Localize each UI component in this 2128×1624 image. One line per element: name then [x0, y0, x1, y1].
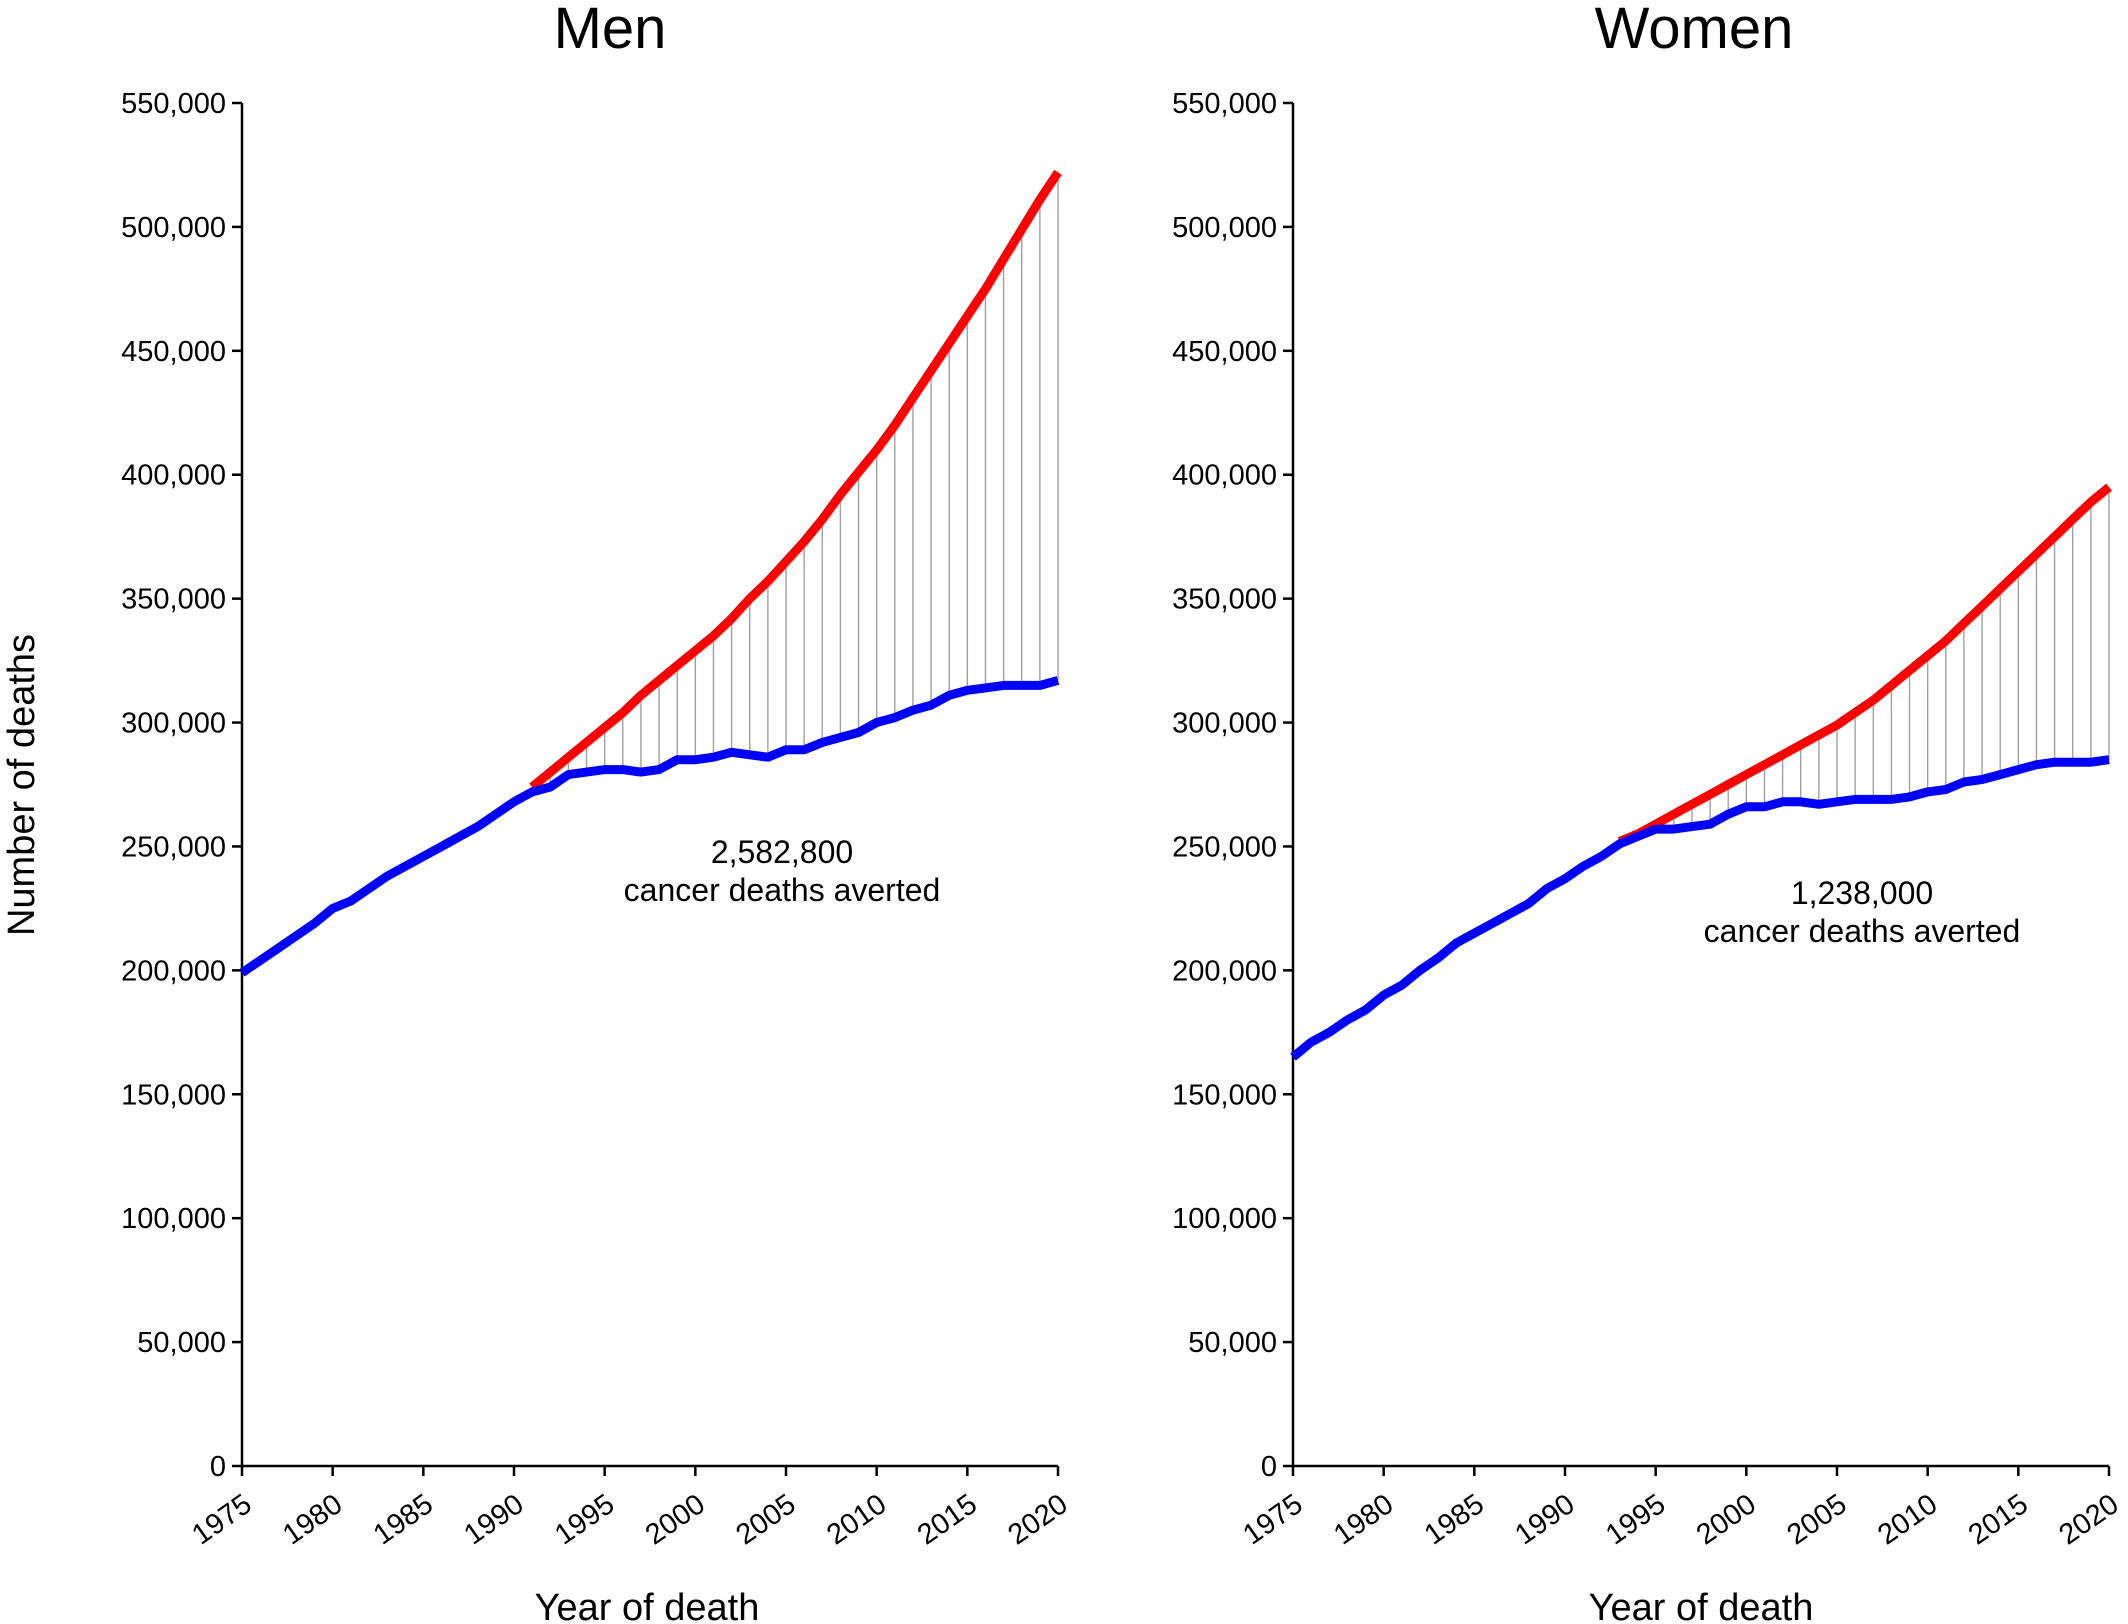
x-tick-label-women: 2010 — [1872, 1488, 1943, 1551]
y-tick-label-women: 450,000 — [1172, 336, 1277, 368]
x-tick-label-men: 1980 — [277, 1488, 348, 1551]
x-tick-label-men: 1985 — [368, 1488, 439, 1551]
y-axis-title: Number of deaths — [1, 634, 43, 936]
y-tick-label-men: 150,000 — [121, 1079, 226, 1111]
x-tick-label-women: 2020 — [2053, 1488, 2124, 1551]
y-tick-label-women: 350,000 — [1172, 584, 1277, 616]
y-tick-label-men: 200,000 — [121, 955, 226, 987]
y-tick-label-women: 400,000 — [1172, 460, 1277, 492]
annotation-line-women: 1,238,000 — [1791, 875, 1933, 911]
x-tick-label-women: 2005 — [1781, 1488, 1852, 1551]
y-tick-label-men: 550,000 — [121, 88, 226, 120]
observed-deaths-line-men — [239, 676, 1060, 977]
x-tick-label-men: 2015 — [912, 1488, 983, 1551]
x-tick-label-women: 2015 — [1963, 1488, 2034, 1551]
x-tick-label-women: 1995 — [1600, 1488, 1671, 1551]
y-tick-label-women: 100,000 — [1172, 1203, 1277, 1235]
y-tick-label-men: 0 — [210, 1451, 226, 1483]
y-tick-label-men: 50,000 — [137, 1327, 226, 1359]
y-tick-label-women: 500,000 — [1172, 212, 1277, 244]
y-tick-label-men: 350,000 — [121, 584, 226, 616]
panel-men: Men 0 50,000 100,000 150,000 200,000 250,000 30… — [121, 0, 1073, 1624]
annotation-line-women: cancer deaths averted — [1704, 913, 2021, 949]
x-tick-label-men: 1975 — [186, 1488, 257, 1551]
y-tick-label-men: 100,000 — [121, 1203, 226, 1235]
x-axis-title-men: Year of death — [535, 1587, 760, 1624]
y-tick-label-men: 400,000 — [121, 460, 226, 492]
x-tick-label-men: 1995 — [549, 1488, 620, 1551]
y-tick-label-men: 300,000 — [121, 708, 226, 740]
x-axis-title-women: Year of death — [1589, 1587, 1814, 1624]
y-tick-label-women: 0 — [1261, 1451, 1277, 1483]
y-tick-label-men: 450,000 — [121, 336, 226, 368]
x-tick-label-men: 1990 — [458, 1488, 529, 1551]
y-tick-label-men: 250,000 — [121, 831, 226, 863]
annotation-line-men: cancer deaths averted — [624, 872, 941, 908]
x-tick-label-men: 2005 — [730, 1488, 801, 1551]
observed-deaths-line-women — [1290, 755, 2110, 1061]
y-tick-label-men: 500,000 — [121, 212, 226, 244]
panel-title-men: Men — [554, 0, 667, 61]
x-tick-label-women: 1990 — [1509, 1488, 1580, 1551]
y-tick-label-women: 300,000 — [1172, 708, 1277, 740]
annotation-line-men: 2,582,800 — [711, 834, 853, 870]
x-tick-label-men: 2000 — [640, 1488, 711, 1551]
expected-deaths-line-women — [1617, 483, 2112, 846]
y-tick-label-women: 150,000 — [1172, 1079, 1277, 1111]
x-tick-label-women: 1980 — [1328, 1488, 1399, 1551]
y-tick-label-women: 200,000 — [1172, 955, 1277, 987]
x-tick-label-women: 2000 — [1691, 1488, 1762, 1551]
x-tick-label-women: 1985 — [1419, 1488, 1490, 1551]
x-tick-label-men: 2010 — [821, 1488, 892, 1551]
x-tick-label-men: 2020 — [1002, 1488, 1073, 1551]
y-tick-label-women: 50,000 — [1188, 1327, 1277, 1359]
panel-title-women: Women — [1595, 0, 1794, 61]
y-tick-label-women: 250,000 — [1172, 831, 1277, 863]
panel-women: Women 0 50,000 100,000 150,000 200,000 250,000… — [1172, 0, 2124, 1624]
x-tick-label-women: 1975 — [1237, 1488, 1308, 1551]
y-tick-label-women: 550,000 — [1172, 88, 1277, 120]
expected-deaths-line-men — [529, 169, 1062, 791]
